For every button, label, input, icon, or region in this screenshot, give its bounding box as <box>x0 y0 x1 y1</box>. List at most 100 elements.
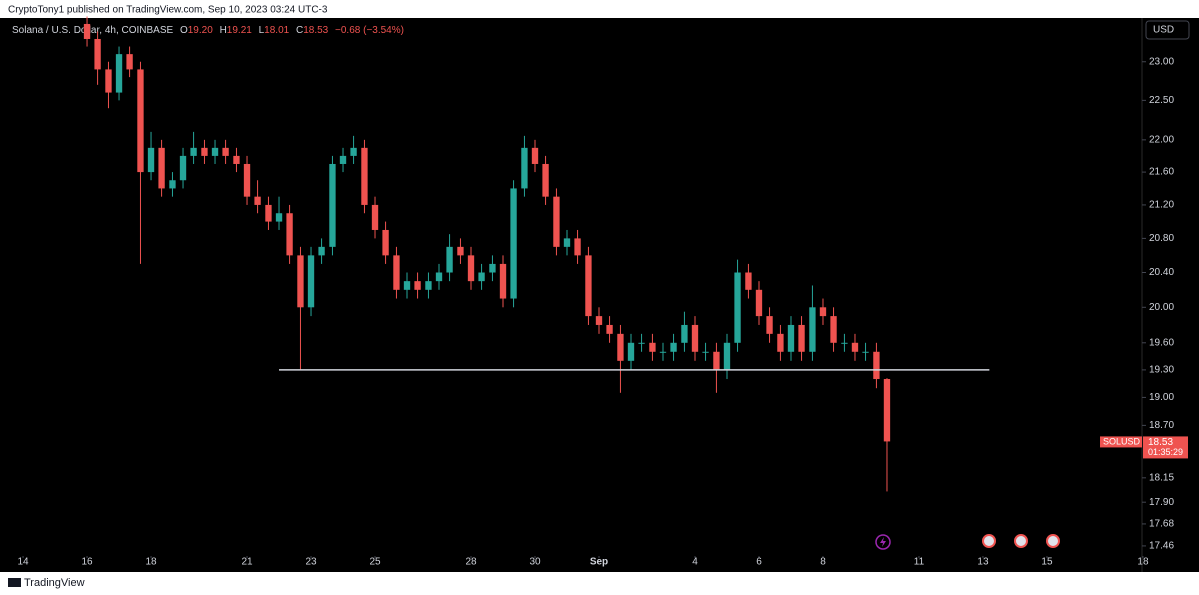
y-tick-label: 20.00 <box>1149 302 1174 313</box>
event-icon[interactable] <box>982 534 996 548</box>
candle-body <box>286 213 293 256</box>
candle-body <box>403 281 411 290</box>
y-tick-label: 22.00 <box>1149 134 1174 145</box>
candle-body <box>201 147 208 156</box>
candle-body <box>318 246 325 256</box>
candle-body <box>574 238 581 256</box>
candle-body <box>499 263 507 299</box>
candle-body <box>137 69 144 173</box>
ohlc-key: L <box>259 25 265 36</box>
candle-body <box>713 351 720 370</box>
candle-body <box>446 246 453 273</box>
candle-body <box>702 351 709 353</box>
candle-body <box>585 255 592 317</box>
candle-body <box>521 147 528 189</box>
x-tick-label: 18 <box>145 557 157 568</box>
y-tick-label: 19.30 <box>1149 365 1174 376</box>
x-tick-label: 8 <box>820 557 826 568</box>
x-tick-label: 21 <box>241 557 253 568</box>
y-tick-label: 21.20 <box>1149 200 1174 211</box>
currency-button[interactable] <box>1145 20 1190 40</box>
candle-body <box>553 196 560 247</box>
x-tick-label: 13 <box>977 557 989 568</box>
candle-body <box>105 69 112 93</box>
x-tick-label: 16 <box>81 557 93 568</box>
candle-body <box>841 342 848 344</box>
y-tick-label: 17.46 <box>1149 541 1174 552</box>
candle-body <box>361 147 368 205</box>
candle-body <box>457 246 464 256</box>
chart-area <box>0 18 1199 572</box>
y-tick-label: 18.15 <box>1149 472 1174 483</box>
candle-body <box>883 379 891 442</box>
x-tick-label: 14 <box>17 557 29 568</box>
currency[interactable]: USD <box>1153 25 1174 36</box>
candle-body <box>755 289 763 317</box>
x-tick-label: 30 <box>529 557 541 568</box>
candle-body <box>126 54 133 70</box>
candle-body <box>862 351 869 353</box>
candle-body <box>425 281 432 290</box>
candle-body <box>243 163 251 197</box>
candle-body <box>563 238 571 247</box>
y-tick-label: 21.60 <box>1149 167 1174 178</box>
candle-body <box>115 54 123 93</box>
brand: TradingView <box>24 577 85 589</box>
price-tag <box>1143 436 1188 459</box>
candle-body <box>798 324 805 352</box>
candle-body <box>265 204 272 222</box>
candle-body <box>478 272 485 282</box>
candle-body <box>766 316 773 334</box>
candle-body <box>169 180 176 189</box>
candle-body <box>147 147 155 173</box>
ohlc-key: H <box>220 25 227 36</box>
candle-body <box>350 147 357 156</box>
event-icon[interactable] <box>1046 534 1060 548</box>
candle-body <box>329 163 336 247</box>
candle-body <box>531 147 539 164</box>
candle-body <box>542 163 549 197</box>
price-tag-countdown: 01:35:29 <box>1148 447 1183 457</box>
candle-body <box>830 316 837 343</box>
candle-body <box>777 333 784 352</box>
ohlc-value: 18.53 <box>303 25 328 36</box>
y-tick-label: 18.70 <box>1149 420 1174 431</box>
candle-body <box>606 324 613 334</box>
candle-body <box>787 324 795 352</box>
price-tag-value: 18.53 <box>1148 437 1173 448</box>
candle-body <box>233 155 240 164</box>
candle-body <box>435 272 443 282</box>
candle-body <box>275 213 283 222</box>
candle-body <box>190 147 197 156</box>
candle-body <box>222 147 229 156</box>
x-tick-label: 25 <box>369 557 381 568</box>
candle-body <box>179 155 187 181</box>
candle-body <box>382 229 389 256</box>
candle-body <box>851 342 859 352</box>
candle-body <box>745 272 752 290</box>
x-tick-label: 4 <box>692 557 698 568</box>
candle-body <box>617 333 624 361</box>
event-icon[interactable] <box>1014 534 1028 548</box>
candle-body <box>649 342 656 352</box>
y-tick-label: 20.80 <box>1149 233 1174 244</box>
candle-body <box>873 351 880 380</box>
header: Solana / U.S. Dollar, 4h, COINBASE O19.2… <box>12 25 404 36</box>
x-tick-label: Sep <box>590 557 608 568</box>
candle-body <box>254 196 261 205</box>
candle-body <box>339 155 347 164</box>
event-icon <box>880 537 886 547</box>
brand-logo <box>8 578 21 587</box>
candle-body <box>211 147 219 156</box>
y-tick-label: 22.50 <box>1149 95 1174 106</box>
candle-body <box>489 263 496 273</box>
y-tick-label: 19.60 <box>1149 337 1174 348</box>
x-tick-label: 23 <box>305 557 317 568</box>
candle-body <box>809 307 816 352</box>
candle-body <box>691 324 699 352</box>
candle-body <box>627 342 635 361</box>
candle-body <box>659 351 667 353</box>
y-tick-label: 20.40 <box>1149 267 1174 278</box>
ohlc-key: C <box>296 25 303 36</box>
